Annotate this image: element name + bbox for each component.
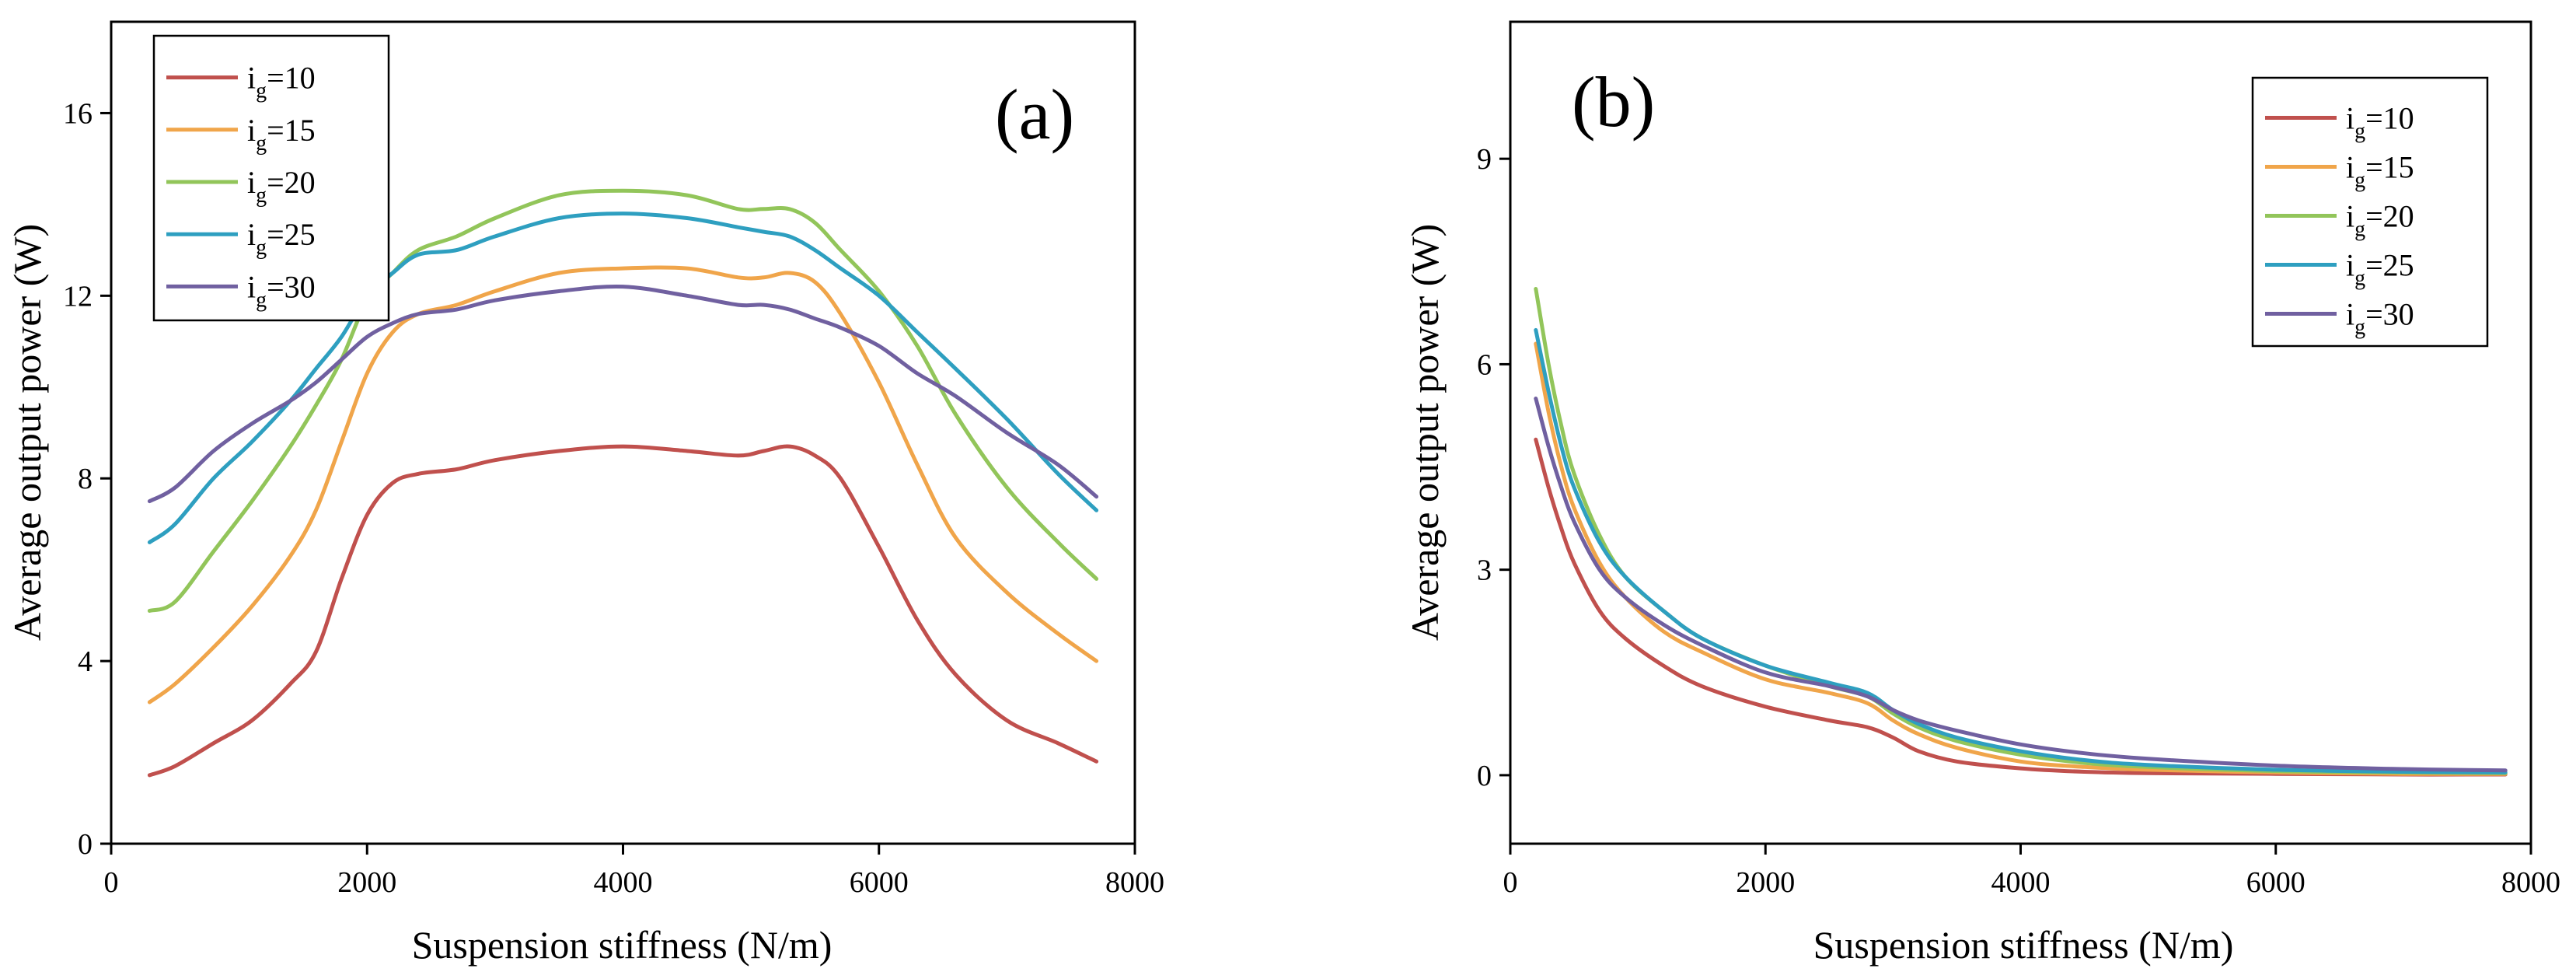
x-tick-label: 0 [1503, 866, 1518, 899]
y-tick-label: 16 [63, 97, 92, 130]
y-tick-label: 9 [1477, 143, 1492, 176]
legend-label: ig=25 [247, 217, 316, 260]
axis-ticks [1499, 157, 2532, 855]
chart-panel-b: 0 2000 4000 6000 8000 0 3 6 9 (b) Suspension sti… [1403, 20, 2560, 967]
x-tick-label: 2000 [337, 866, 396, 899]
series-group [1534, 287, 2508, 777]
series-line [147, 188, 1099, 613]
axis-ticks [100, 111, 1136, 855]
x-tick-label: 2000 [1736, 866, 1795, 899]
legend-label: ig=15 [2346, 150, 2414, 193]
x-axis-title: Suspension stiffness (N/m) [412, 923, 832, 967]
panel-label: (b) [1572, 62, 1655, 142]
y-axis-title: Average output power (W) [1403, 224, 1447, 641]
legend-box [152, 34, 390, 322]
y-tick-label: 0 [1477, 760, 1492, 792]
series-group [147, 188, 1099, 778]
legend-label: ig=20 [2346, 199, 2414, 242]
x-axis-title: Suspension stiffness (N/m) [1813, 923, 2234, 967]
x-tick-label: 4000 [594, 866, 653, 899]
legend: ig=10 ig=15 ig=20 ig=25 ig=30 [152, 34, 390, 322]
x-tick-label: 6000 [2246, 866, 2305, 899]
y-tick-label: 8 [78, 463, 92, 495]
y-tick-label: 6 [1477, 348, 1492, 381]
legend-box [2251, 76, 2489, 348]
y-tick-label: 3 [1477, 554, 1492, 587]
series-line [147, 444, 1099, 778]
chart-panel-a: 0 2000 4000 6000 8000 0 4 8 12 16 (a) Suspension … [5, 20, 1164, 967]
tick-labels: 0 2000 4000 6000 8000 0 4 8 12 16 [63, 97, 1164, 899]
x-tick-label: 8000 [1105, 866, 1164, 899]
series-line [1534, 341, 2508, 776]
legend-label: ig=10 [247, 61, 316, 103]
series-line [147, 284, 1099, 504]
x-tick-label: 8000 [2501, 866, 2560, 899]
series-line [1534, 397, 2508, 773]
x-tick-label: 6000 [850, 866, 909, 899]
series-line [147, 265, 1099, 705]
series-line [1534, 287, 2508, 775]
legend-label: ig=30 [247, 269, 316, 312]
y-axis-title: Average output power (W) [5, 224, 49, 641]
tick-labels: 0 2000 4000 6000 8000 0 3 6 9 [1477, 143, 2560, 899]
legend-label: ig=10 [2346, 101, 2414, 144]
legend-label: ig=25 [2346, 248, 2414, 291]
x-tick-label: 0 [104, 866, 119, 899]
legend: ig=10 ig=15 ig=20 ig=25 ig=30 [2251, 76, 2489, 348]
y-tick-label: 12 [63, 280, 92, 313]
y-tick-label: 4 [78, 645, 92, 678]
legend-label: ig=20 [247, 165, 316, 208]
x-tick-label: 4000 [1991, 866, 2051, 899]
series-line [1534, 327, 2508, 774]
panel-label: (a) [995, 75, 1074, 154]
legend-label: ig=30 [2346, 297, 2414, 340]
series-line [1534, 437, 2508, 777]
legend-label: ig=15 [247, 113, 316, 156]
y-tick-label: 0 [78, 828, 92, 861]
